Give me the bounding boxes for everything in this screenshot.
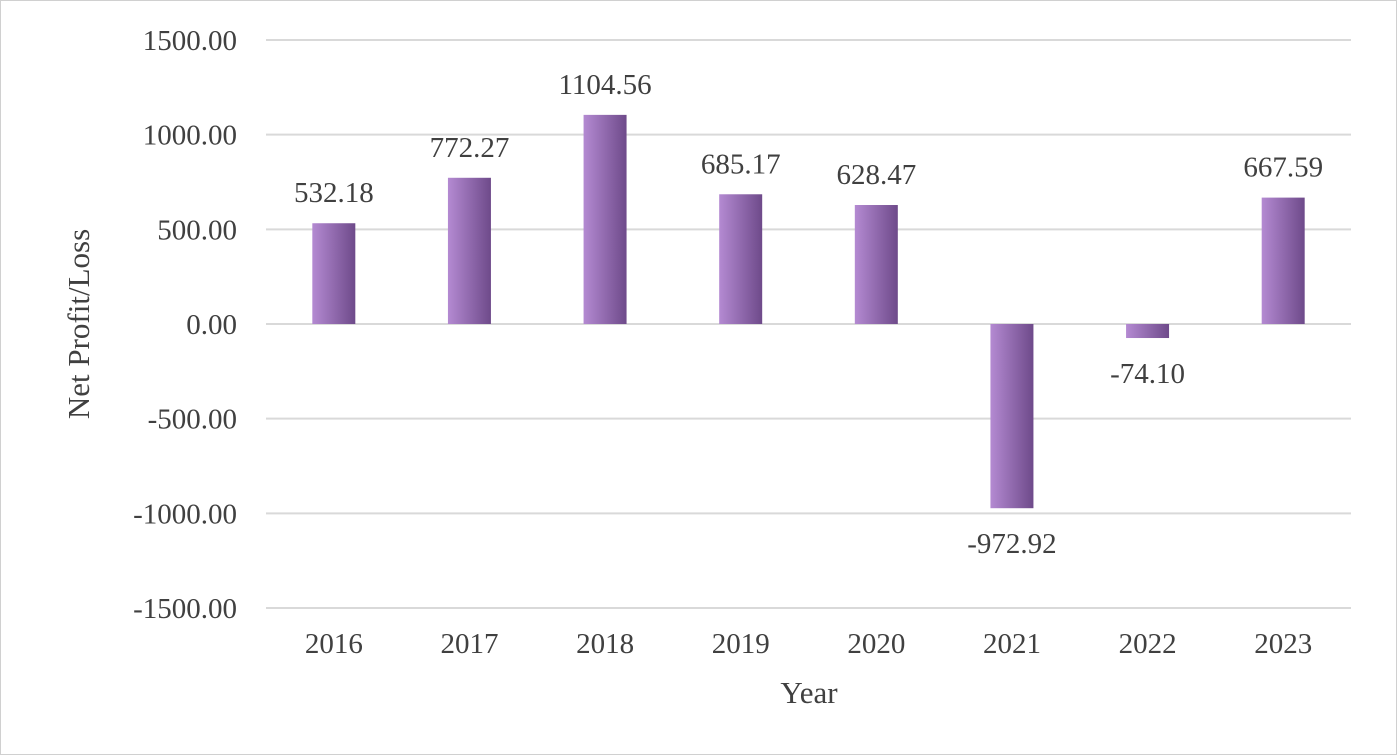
y-axis-title: Net Profit/Loss: [61, 229, 96, 419]
x-tick-label: 2021: [983, 628, 1041, 660]
x-tick-label: 2023: [1254, 628, 1312, 660]
bar: [1126, 324, 1170, 339]
x-tick-label: 2022: [1119, 628, 1177, 660]
data-label: 1104.56: [558, 69, 651, 101]
bar: [312, 223, 356, 324]
x-tick-label: 2017: [440, 628, 498, 660]
bar: [1261, 197, 1305, 324]
data-label: -74.10: [1110, 358, 1185, 390]
gridlines: [266, 39, 1351, 609]
y-tick-label: 500.00: [157, 214, 237, 246]
y-tick-label: 1500.00: [143, 25, 237, 57]
x-tick-label: 2018: [576, 628, 634, 660]
bar: [990, 324, 1034, 509]
data-label: 628.47: [836, 159, 916, 191]
y-tick-label: -500.00: [148, 404, 237, 436]
y-tick-label: -1500.00: [133, 593, 237, 625]
x-tick-label: 2020: [847, 628, 905, 660]
y-tick-label: -1000.00: [133, 498, 237, 530]
y-tick-label: 0.00: [186, 309, 237, 341]
x-tick-label: 2019: [712, 628, 770, 660]
y-axis-ticks: 1500.00 1000.00 500.00 0.00 -500.00 -1000.00 -…: [133, 25, 237, 625]
y-tick-label: 1000.00: [143, 120, 237, 152]
bar: [447, 177, 491, 324]
data-label: -972.92: [967, 528, 1056, 560]
data-label: 772.27: [430, 132, 510, 164]
data-label: 667.59: [1243, 152, 1323, 184]
data-labels: 532.18 772.27 1104.56 685.17 628.47 -972.92 -7…: [294, 69, 1323, 560]
bar: [583, 114, 627, 325]
x-axis-title: Year: [780, 675, 838, 710]
bars: [312, 114, 1305, 509]
data-label: 532.18: [294, 177, 374, 209]
bar: [854, 205, 898, 324]
bar: [719, 194, 763, 324]
x-tick-label: 2016: [305, 628, 363, 660]
data-label: 685.17: [701, 148, 781, 180]
x-axis-ticks: 2016 2017 2018 2019 2020 2021 2022 2023: [305, 628, 1312, 660]
